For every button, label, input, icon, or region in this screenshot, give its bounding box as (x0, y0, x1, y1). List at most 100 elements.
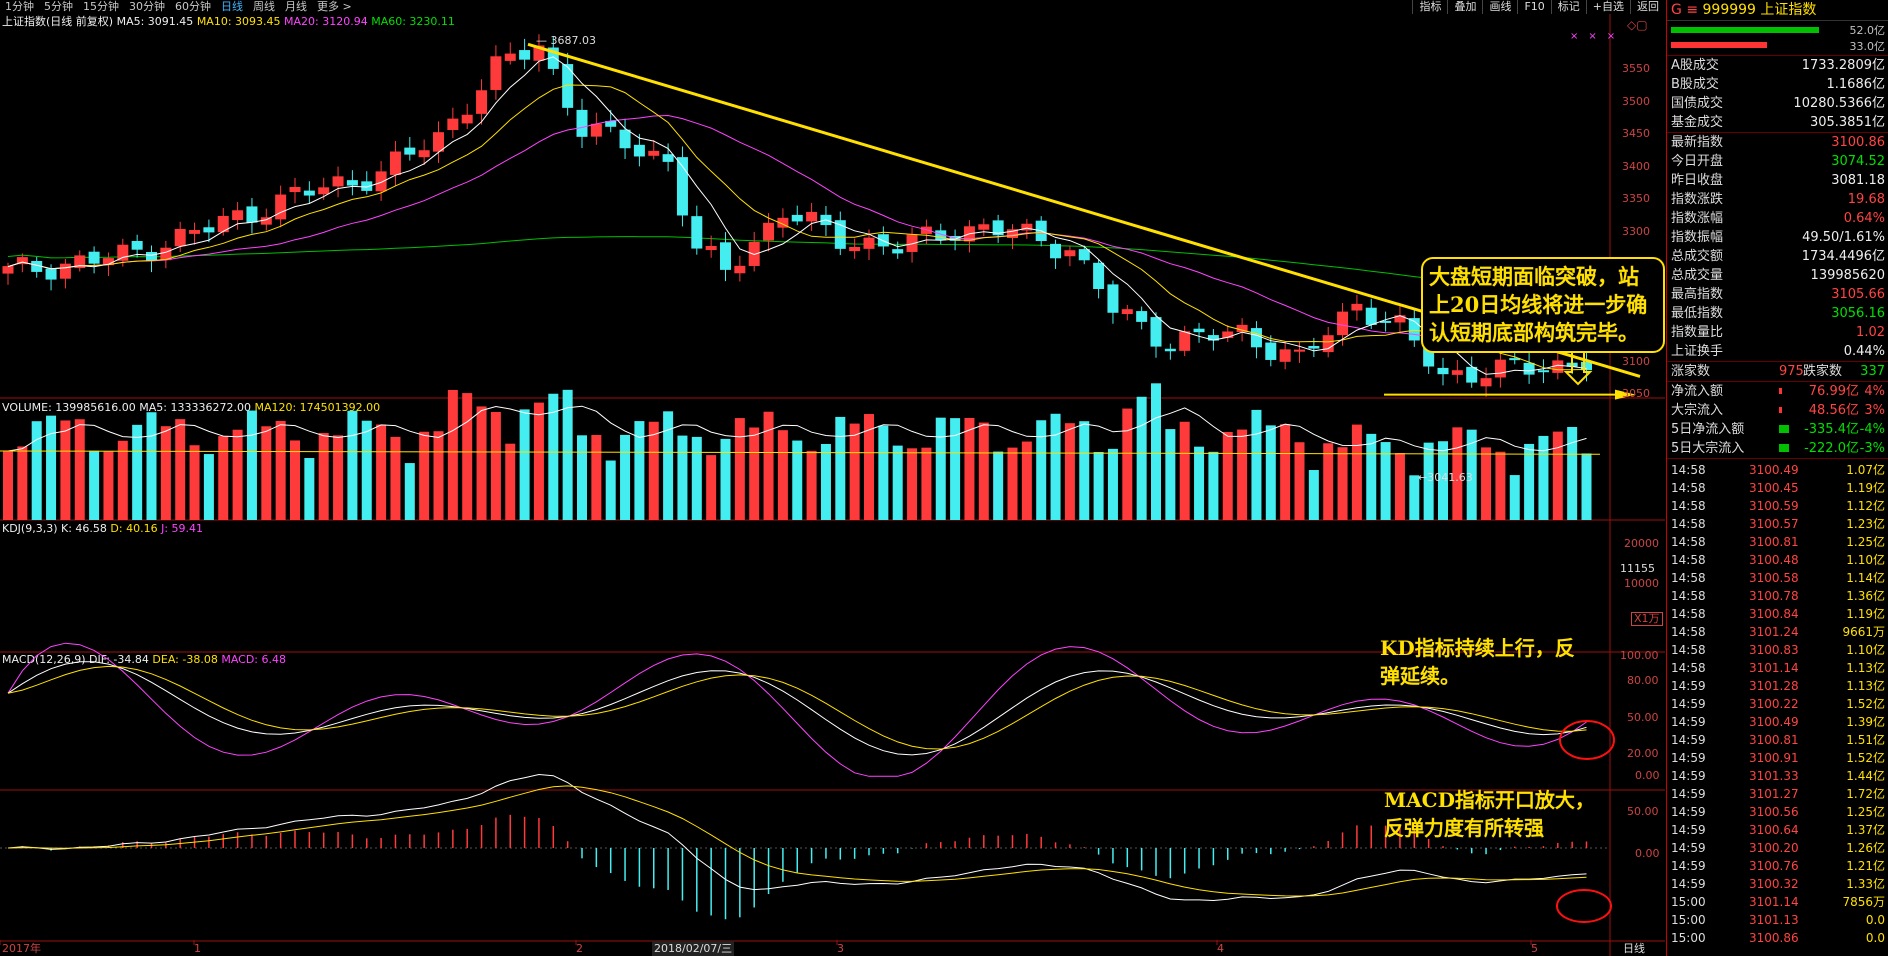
indicator-button[interactable]: 指标 (1412, 0, 1447, 14)
volume-bar (1438, 441, 1448, 520)
tick-volume: 1.19亿 (1846, 481, 1885, 495)
tick-time: 14:59 (1671, 823, 1706, 837)
candle-body (1136, 311, 1148, 322)
candle-body (361, 181, 373, 191)
f10-button[interactable]: F10 (1517, 0, 1550, 14)
tick-time: 14:59 (1671, 805, 1706, 819)
macd-dea-path (7, 785, 1587, 897)
flow-value: 48.56亿 (1808, 403, 1859, 418)
candle-body (260, 217, 272, 225)
candle-body (633, 144, 645, 157)
volume-bar (1567, 426, 1578, 520)
volume-bar (792, 440, 803, 520)
candle-body (892, 249, 904, 254)
chart-settings-icon[interactable]: ◇▢ (1627, 18, 1648, 32)
mark-button[interactable]: 标记 (1550, 0, 1586, 14)
tick-time: 14:59 (1671, 787, 1706, 801)
volume-bar (433, 431, 444, 520)
tick-list[interactable]: 14:58 3100.49 1.07亿 14:58 3100.45 1.19亿 14:58 3… (1667, 458, 1888, 947)
volume-bar (261, 426, 272, 520)
flow-pct: 4% (1864, 384, 1885, 399)
quote-code: 999999 (1702, 2, 1756, 18)
macd-dif-path (7, 773, 1587, 902)
tick-time: 14:59 (1671, 769, 1706, 783)
back-button[interactable]: 返回 (1630, 0, 1665, 14)
candle-body (1021, 223, 1033, 231)
volume-bar (447, 389, 458, 520)
volume-bar (620, 434, 631, 520)
volume-bar (1251, 409, 1262, 520)
period-60min[interactable]: 60分钟 (175, 0, 211, 13)
macd-value-legend: MACD: 6.48 (221, 653, 286, 666)
tick-row: 14:58 3100.57 1.23亿 (1667, 515, 1888, 533)
candle-body (576, 109, 588, 137)
kline-chart[interactable] (0, 14, 1665, 956)
candle-body (1509, 358, 1521, 361)
volume-bar (1481, 447, 1492, 520)
volume-bar (132, 424, 143, 520)
tick-row: 14:59 3101.33 1.44亿 (1667, 767, 1888, 785)
volume-bar (1524, 443, 1535, 520)
candle-body (490, 56, 502, 90)
tick-price: 3101.27 (1749, 787, 1799, 801)
period-daily[interactable]: 日线 (221, 0, 243, 13)
candle-body (1451, 370, 1463, 375)
macd-histogram (7, 773, 1612, 923)
stat-label: 指数涨幅 (1671, 211, 1724, 226)
tick-row: 14:58 3101.14 1.13亿 (1667, 659, 1888, 677)
period-1min[interactable]: 1分钟 (5, 0, 34, 13)
tick-volume: 1.25亿 (1846, 805, 1885, 819)
overlay-button[interactable]: 叠加 (1447, 0, 1482, 14)
tick-row: 15:00 3101.14 7856万 (1667, 893, 1888, 911)
add-watchlist-button[interactable]: +自选 (1585, 0, 1630, 14)
tick-volume: 1.52亿 (1846, 697, 1885, 711)
tick-row: 14:59 3100.20 1.26亿 (1667, 839, 1888, 857)
period-15min[interactable]: 15分钟 (83, 0, 119, 13)
candle-body (275, 194, 287, 220)
stat-row: 国债成交 10280.5366亿 (1667, 94, 1888, 113)
ma5-legend: MA5: 3091.45 (116, 15, 194, 28)
volume-bar (17, 446, 28, 520)
candle-body (461, 114, 473, 124)
stat-value: 3105.66 (1831, 287, 1885, 302)
period-monthly[interactable]: 月线 (285, 0, 307, 13)
tick-price: 3100.56 (1749, 805, 1799, 819)
flow-bar (1779, 425, 1789, 433)
period-5min[interactable]: 5分钟 (44, 0, 73, 13)
volume-bar (1136, 396, 1147, 520)
period-more[interactable]: 更多 > (317, 0, 352, 13)
tick-price: 3100.49 (1749, 463, 1799, 477)
candle-body (389, 151, 401, 175)
volume-ma120-legend: MA120: 174501392.00 (254, 401, 381, 414)
ma10-legend: MA10: 3093.45 (196, 15, 281, 28)
tick-time: 14:59 (1671, 859, 1706, 873)
volume-bar (31, 421, 42, 520)
volume-bar (763, 411, 774, 520)
volume-bar (89, 450, 100, 520)
tick-row: 14:58 3100.81 1.25亿 (1667, 533, 1888, 551)
kdj-axis-50: 50.00 (1627, 711, 1659, 724)
draw-line-button[interactable]: 画线 (1482, 0, 1517, 14)
candle-body (1494, 359, 1506, 378)
candle-body (447, 118, 459, 130)
signal-marks: ××× (1570, 31, 1626, 42)
volume-bars (0, 383, 1601, 520)
tick-volume: 1.52亿 (1846, 751, 1885, 765)
candle-body (1537, 370, 1549, 373)
period-30min[interactable]: 30分钟 (129, 0, 165, 13)
volume-bar (605, 460, 616, 520)
tick-time: 14:58 (1671, 553, 1706, 567)
volume-bar (1107, 448, 1118, 520)
stat-row: 最新指数 3100.86 (1667, 132, 1888, 152)
volume-bar (548, 393, 559, 520)
ma20-legend: MA20: 3120.94 (284, 15, 368, 28)
volume-bar (950, 418, 961, 520)
period-weekly[interactable]: 周线 (253, 0, 275, 13)
volume-bar (577, 435, 587, 520)
kdj-d-path (7, 665, 1587, 750)
flow-row: 净流入额 76.99亿 4% (1667, 382, 1888, 401)
tick-row: 15:00 3101.13 0.0 (1667, 911, 1888, 929)
support-arrow (1615, 389, 1636, 400)
menu-icon[interactable]: ≡ (1686, 2, 1699, 18)
candle-body (1007, 229, 1018, 239)
